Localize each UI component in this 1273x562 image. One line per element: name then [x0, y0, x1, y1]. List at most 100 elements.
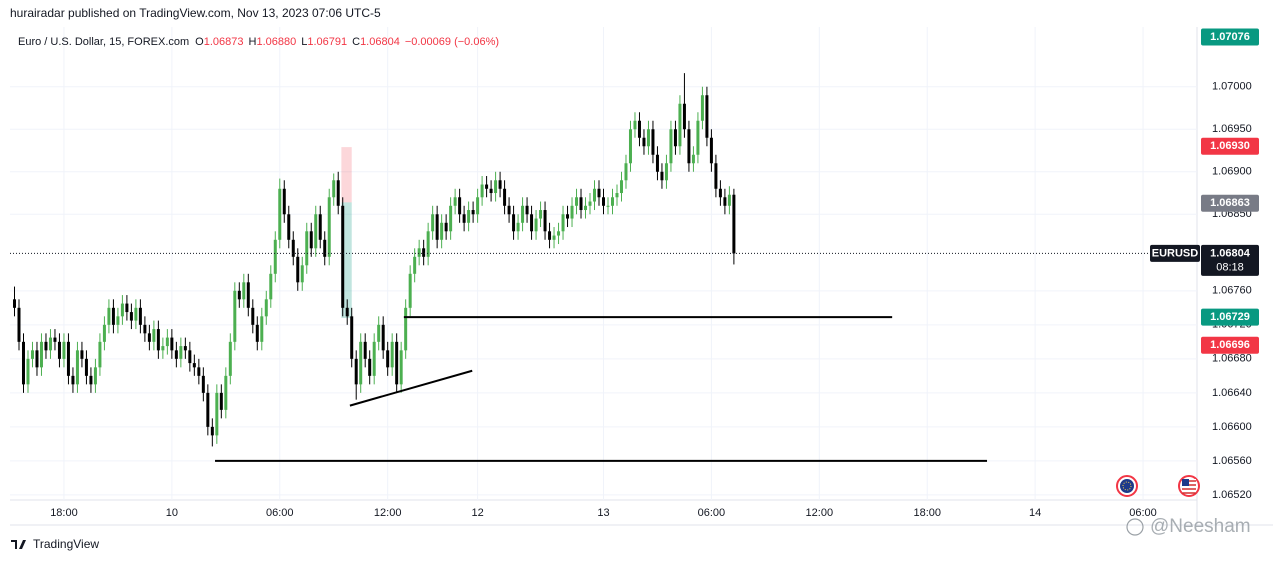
candle-body — [332, 180, 336, 198]
candle-body — [687, 129, 691, 164]
candle-body — [71, 375, 75, 385]
watermark: @Neesham — [1150, 516, 1251, 537]
candle-body — [624, 163, 628, 181]
x-tick-label: 13 — [597, 507, 609, 519]
candle-body — [422, 248, 426, 257]
candle-body — [530, 214, 534, 232]
candle-body — [12, 299, 16, 308]
candle-body — [188, 350, 192, 364]
candle-body — [174, 350, 178, 359]
candle-body — [390, 341, 394, 368]
x-tick-label: 06:00 — [698, 507, 726, 519]
candle-body — [489, 188, 493, 194]
current-price-label: 1.06804 — [1210, 247, 1251, 259]
candle-body — [678, 103, 682, 147]
candle-body — [548, 231, 552, 240]
candle-body — [138, 307, 142, 325]
candle-body — [44, 341, 48, 351]
candle-body — [642, 137, 646, 147]
countdown-label: 08:18 — [1216, 261, 1244, 273]
candle-body — [444, 222, 448, 232]
candle-body — [53, 337, 57, 342]
candle-body — [327, 197, 331, 257]
candle-body — [93, 367, 97, 385]
candle-body — [561, 214, 565, 232]
candle-body — [552, 235, 556, 240]
y-tick-label: 1.06950 — [1212, 123, 1252, 135]
candle-body — [557, 231, 561, 236]
candle-body — [588, 201, 592, 206]
candle-body — [152, 329, 156, 342]
price-label: 1.07076 — [1210, 31, 1250, 43]
x-tick-label: 12:00 — [374, 507, 402, 519]
ohlc-key: O — [195, 36, 204, 48]
candle-body — [341, 205, 345, 308]
candle-body — [246, 282, 250, 308]
candle-body — [251, 307, 255, 325]
candle-body — [26, 358, 30, 385]
candle-body — [512, 214, 516, 232]
y-tick-label: 1.06600 — [1212, 421, 1252, 433]
candle-body — [597, 188, 601, 198]
candle-body — [269, 273, 273, 300]
candle-body — [714, 163, 718, 189]
candle-body — [21, 341, 25, 385]
candle-body — [170, 337, 174, 351]
candle-body — [377, 324, 381, 342]
candle-body — [480, 184, 484, 198]
candle-body — [372, 341, 376, 376]
candle-body — [718, 188, 722, 198]
candle-body — [242, 282, 246, 300]
candle-body — [404, 307, 408, 351]
candle-body — [709, 137, 713, 164]
candle-body — [449, 205, 453, 232]
candle-body — [314, 214, 318, 249]
ohlc-key: H — [249, 36, 257, 48]
y-tick-label: 1.07000 — [1212, 81, 1252, 93]
x-tick-label: 18:00 — [913, 507, 941, 519]
price-label-box — [1201, 137, 1259, 155]
candle-body — [80, 350, 84, 359]
candle-body — [673, 129, 677, 147]
candle-body — [48, 337, 52, 351]
candle-body — [84, 358, 88, 376]
candle-body — [593, 188, 597, 202]
candle-body — [291, 239, 295, 257]
candle-body — [453, 197, 457, 206]
price-label: 1.06863 — [1210, 197, 1250, 209]
candle-body — [62, 341, 66, 359]
candle-body — [440, 222, 444, 240]
candle-body — [566, 214, 570, 219]
candle-body — [498, 180, 502, 189]
candle-body — [431, 214, 435, 232]
candle-body — [700, 95, 704, 121]
watermark-icon — [1126, 518, 1144, 536]
candle-body — [354, 358, 358, 385]
candle-body — [129, 312, 133, 321]
candle-body — [534, 218, 538, 232]
y-tick-label: 1.06680 — [1212, 353, 1252, 365]
candle-body — [696, 120, 700, 155]
candle-body — [462, 214, 466, 223]
price-label: 1.06729 — [1210, 311, 1250, 323]
candle-body — [543, 210, 547, 232]
candle-body — [323, 239, 327, 257]
ohlc-value: 1.06873 — [204, 36, 244, 48]
ohlc-value: 1.06804 — [360, 36, 400, 48]
candle-body — [215, 392, 219, 436]
candle-body — [296, 256, 300, 283]
y-tick-label: 1.06640 — [1212, 387, 1252, 399]
candle-body — [278, 188, 282, 240]
candle-body — [435, 214, 439, 240]
candle-body — [89, 375, 93, 385]
candle-body — [637, 120, 641, 138]
target-zone — [341, 202, 352, 319]
stop-zone — [341, 147, 352, 203]
ohlc-value: 1.06880 — [256, 36, 296, 48]
candle-body — [408, 273, 412, 308]
candle-body — [66, 341, 70, 376]
legend-title: Euro / U.S. Dollar, 15, FOREX.com — [18, 36, 189, 48]
footer-brand: TradingView — [33, 537, 99, 551]
x-tick-label: 14 — [1029, 507, 1041, 519]
